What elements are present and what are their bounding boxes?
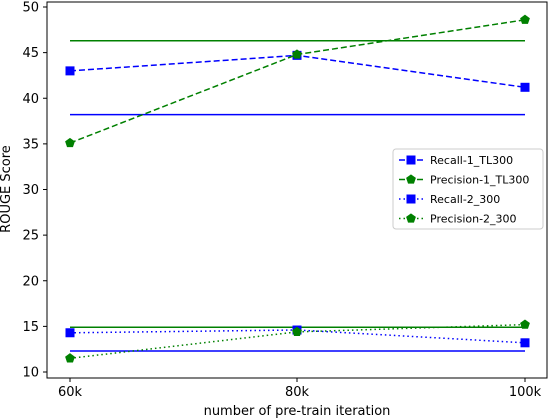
y-tick-label-25: 25 [22, 229, 39, 244]
x-axis-label: number of pre-train iteration [204, 404, 391, 418]
plot-area: 10 15 20 25 30 35 40 45 50 60k 80k 100k Recall-1_TL3… [22, 1, 548, 400]
legend-marker-precision-2-300 [406, 213, 416, 223]
point-precision-2-300-80k [292, 326, 302, 336]
legend-box [392, 148, 544, 230]
y-tick-label-50: 50 [22, 1, 39, 16]
x-tick-label-100k: 100k [509, 385, 542, 400]
point-precision-2-300-60k [65, 353, 75, 363]
x-tick-label-80k: 80k [285, 385, 310, 400]
y-axis-label: ROUGE Score [0, 145, 14, 233]
point-recall-1-tl300-100k [520, 82, 530, 92]
point-precision-1-tl300-100k [520, 14, 530, 24]
series-line-recall-2-300 [69, 329, 526, 344]
legend-label-precision-1-tl300: Precision-1_TL300 [430, 174, 529, 187]
series-line-precision-1-tl300 [69, 19, 526, 144]
y-tick-label-45: 45 [22, 46, 39, 61]
point-precision-1-tl300-60k [65, 137, 75, 148]
point-recall-1-tl300-60k [65, 66, 75, 76]
legend-label-recall-2-300: Recall-2_300 [430, 193, 500, 206]
legend-marker-recall-2-300 [406, 194, 416, 204]
legend-label-precision-2-300: Precision-2_300 [430, 213, 517, 226]
point-precision-1-tl300-80k [292, 49, 302, 59]
y-tick-label-30: 30 [22, 183, 39, 198]
x-tick-label-60k: 60k [58, 385, 83, 400]
point-recall-2-300-100k [520, 338, 530, 348]
y-tick-label-40: 40 [22, 92, 39, 107]
legend-marker-recall-1-tl300 [406, 155, 416, 165]
point-precision-2-300-100k [520, 319, 530, 329]
legend-marker-precision-1-tl300 [406, 174, 416, 184]
y-tick-label-35: 35 [22, 137, 39, 152]
series-line-recall-1-tl300 [69, 54, 526, 89]
legend-label-recall-1-tl300: Recall-1_TL300 [430, 154, 513, 167]
y-tick-label-20: 20 [22, 274, 39, 289]
point-recall-2-300-60k [65, 328, 75, 338]
y-tick-label-15: 15 [22, 320, 39, 335]
y-tick-label-10: 10 [22, 366, 39, 381]
